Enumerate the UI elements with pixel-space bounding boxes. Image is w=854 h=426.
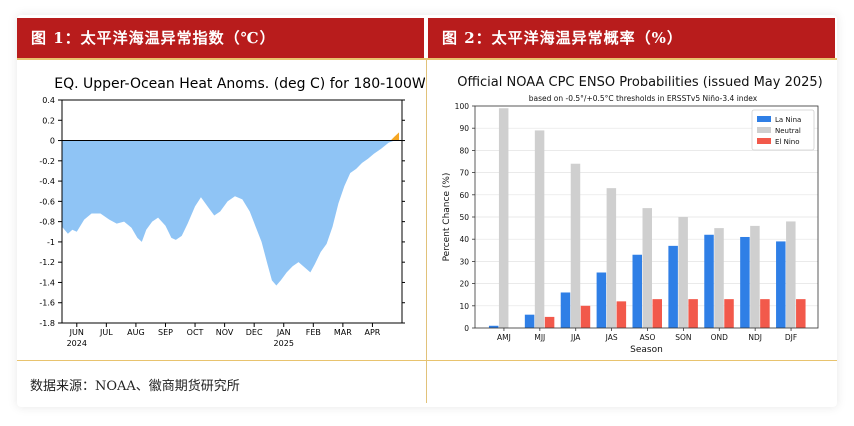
source-divider xyxy=(17,360,837,361)
heat-anomaly-chart: EQ. Upper-Ocean Heat Anoms. (deg C) for … xyxy=(39,76,425,348)
x-tick-label: NDJ xyxy=(748,333,762,342)
y-tick-label: 30 xyxy=(459,257,469,266)
x-tick-label: AUG xyxy=(127,328,145,337)
x-tick-label: SEP xyxy=(158,328,173,337)
y-tick-label: 50 xyxy=(459,213,469,222)
bar-neutral xyxy=(714,228,724,328)
bar-la-nina xyxy=(740,236,750,328)
y-tick-label: 0.4 xyxy=(42,96,55,105)
bar-neutral xyxy=(606,188,617,328)
bar-neutral xyxy=(642,208,652,328)
legend-label: El Nino xyxy=(775,138,800,146)
bar-neutral xyxy=(570,163,581,328)
x-tick-label: JUL xyxy=(99,328,113,337)
bar-el-nino xyxy=(796,299,806,328)
bar-la-nina xyxy=(632,254,642,328)
y-tick-label: -1.8 xyxy=(39,319,55,328)
left-chart-panel: EQ. Upper-Ocean Heat Anoms. (deg C) for … xyxy=(17,58,425,361)
x-tick-label: FEB xyxy=(306,328,321,337)
y-tick-label: -0.2 xyxy=(39,157,55,166)
chart-subtitle: based on -0.5°/+0.5°C thresholds in ERSS… xyxy=(529,94,758,103)
x-tick-label: DJF xyxy=(785,333,797,342)
right-panel-header: 图 2：太平洋海温异常概率（%） xyxy=(428,18,835,58)
y-tick-label: 70 xyxy=(459,169,469,178)
bar-la-nina xyxy=(704,234,714,328)
chart-title: Official NOAA CPC ENSO Probabilities (is… xyxy=(457,75,823,90)
enso-probability-chart: Official NOAA CPC ENSO Probabilities (is… xyxy=(442,75,823,355)
header-underline xyxy=(17,58,837,60)
bar-la-nina xyxy=(524,314,535,328)
x-tick-label: JAS xyxy=(605,333,618,342)
x-tick-label: OCT xyxy=(187,328,204,337)
bar-neutral xyxy=(750,225,760,328)
plot-frame xyxy=(61,99,403,324)
x-tick-label: JAN xyxy=(276,328,291,337)
y-tick-label: -1.6 xyxy=(39,299,55,308)
bar-el-nino xyxy=(760,299,770,328)
bar-neutral xyxy=(498,108,509,328)
x-tick-label: MAR xyxy=(334,328,352,337)
y-axis-label: Percent Chance (%) xyxy=(442,173,452,262)
legend-swatch xyxy=(757,127,771,133)
positive-anomaly-area xyxy=(390,132,400,141)
bar-la-nina xyxy=(560,292,571,328)
y-tick-label: -1.2 xyxy=(39,258,55,267)
x-axis-label: Season xyxy=(630,345,663,355)
y-tick-label: 10 xyxy=(459,302,469,311)
bar-la-nina xyxy=(776,241,786,328)
bar-el-nino xyxy=(616,301,627,328)
y-tick-label: -0.6 xyxy=(39,197,55,206)
bar-neutral xyxy=(534,130,545,328)
bar-el-nino xyxy=(544,316,555,328)
negative-anomaly-area xyxy=(62,140,400,286)
x-tick-label: SON xyxy=(675,333,691,342)
source-note: 数据来源：NOAA、徽商期货研究所 xyxy=(30,379,240,394)
y-tick-label: -0.4 xyxy=(39,177,55,186)
y-tick-label: 0 xyxy=(50,137,55,146)
bar-neutral xyxy=(786,221,796,328)
y-tick-label: 90 xyxy=(459,124,469,133)
y-tick-label: 80 xyxy=(459,146,469,155)
x-tick-label: NOV xyxy=(216,328,234,337)
bar-el-nino xyxy=(580,305,591,328)
x-tick-label: MJJ xyxy=(534,333,545,342)
plot-frame xyxy=(474,105,819,329)
year-label: 2025 xyxy=(274,339,294,348)
legend-swatch xyxy=(757,116,771,122)
x-tick-label: JJA xyxy=(570,333,581,342)
chart-title: EQ. Upper-Ocean Heat Anoms. (deg C) for … xyxy=(54,76,425,92)
legend-label: Neutral xyxy=(775,127,801,135)
y-tick-label: -1.4 xyxy=(39,278,55,287)
legend-label: La Nina xyxy=(775,116,801,124)
bar-el-nino xyxy=(724,299,734,328)
x-tick-label: DEC xyxy=(246,328,263,337)
bar-la-nina xyxy=(668,245,678,328)
x-tick-label: OND xyxy=(711,333,729,342)
x-tick-label: JUN xyxy=(69,328,84,337)
y-tick-label: -1 xyxy=(47,238,55,247)
y-tick-label: 60 xyxy=(459,191,469,200)
y-tick-label: 100 xyxy=(455,102,470,111)
x-tick-label: ASO xyxy=(640,333,656,342)
right-chart-panel: Official NOAA CPC ENSO Probabilities (is… xyxy=(428,58,836,361)
y-tick-label: -0.8 xyxy=(39,218,55,227)
year-label: 2024 xyxy=(67,339,87,348)
bar-la-nina xyxy=(488,325,499,328)
left-panel-header: 图 1：太平洋海温异常指数（℃） xyxy=(17,18,424,58)
y-tick-label: 40 xyxy=(459,235,469,244)
bar-el-nino xyxy=(688,299,698,328)
bar-neutral xyxy=(678,217,688,328)
x-tick-label: AMJ xyxy=(497,333,511,342)
bar-el-nino xyxy=(652,299,662,328)
panel-divider xyxy=(426,58,427,403)
y-tick-label: 20 xyxy=(459,280,469,289)
bar-la-nina xyxy=(596,272,607,328)
y-tick-label: 0.2 xyxy=(42,116,55,125)
x-tick-label: APR xyxy=(365,328,381,337)
y-tick-label: 0 xyxy=(464,324,469,333)
legend-swatch xyxy=(757,138,771,144)
